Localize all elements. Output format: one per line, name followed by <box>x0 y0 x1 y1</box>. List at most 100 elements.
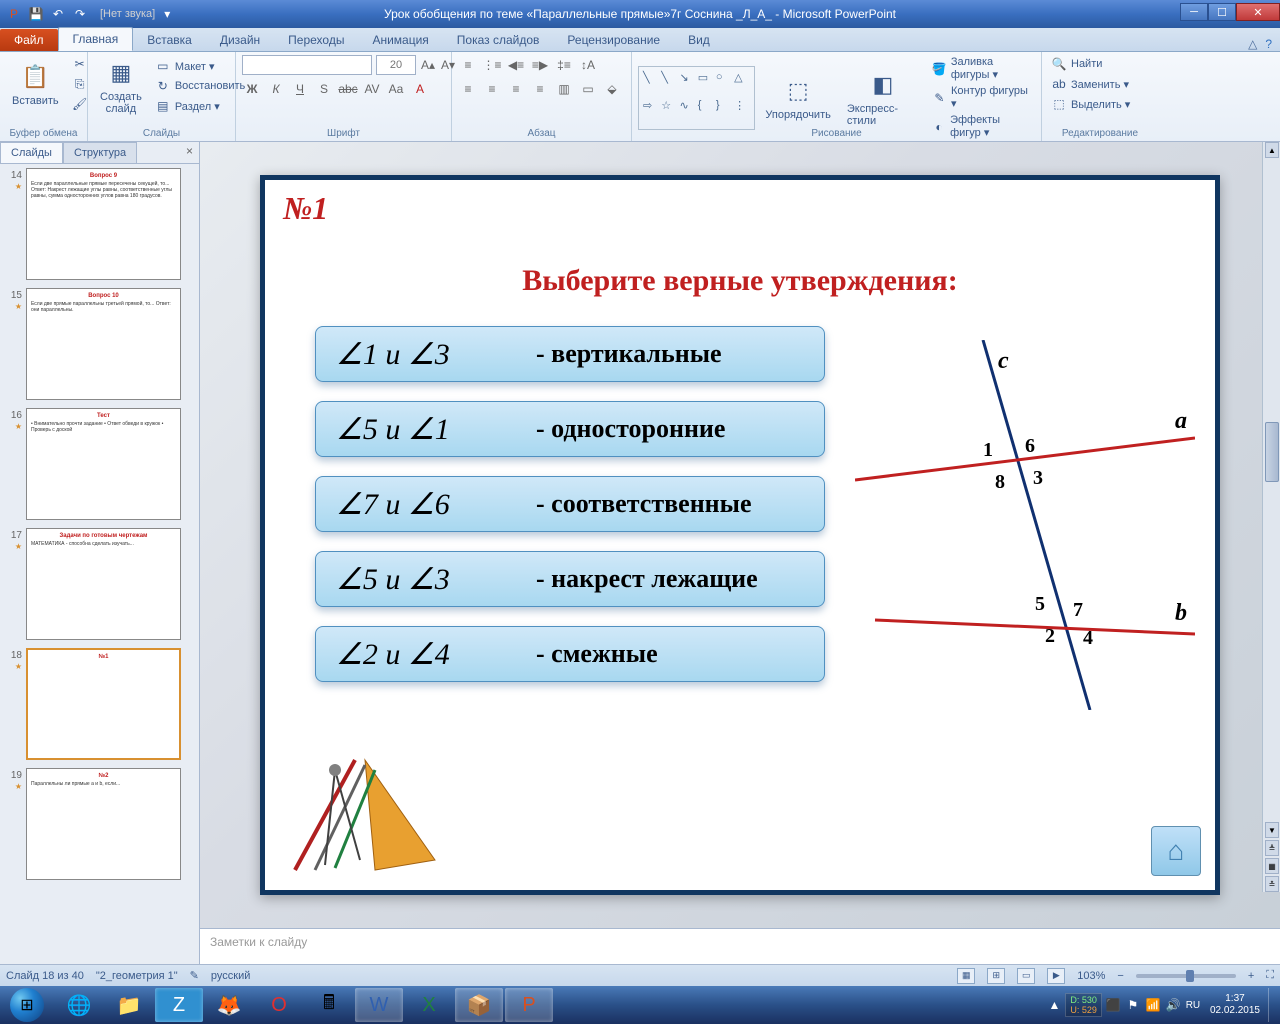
qat-dropdown-icon[interactable]: ▾ <box>157 4 177 24</box>
show-desktop-button[interactable] <box>1268 988 1276 1022</box>
scroll-down-button[interactable]: ▼ <box>1265 822 1279 838</box>
task-explorer[interactable]: 📁 <box>105 988 153 1022</box>
home-button[interactable]: ⌂ <box>1151 826 1201 876</box>
smartart-button[interactable]: ⬙ <box>602 79 622 99</box>
task-powerpoint[interactable]: P <box>505 988 553 1022</box>
tray-clock[interactable]: 1:37 02.02.2015 <box>1204 993 1266 1017</box>
align-center-button[interactable]: ≡ <box>482 79 502 99</box>
zoom-slider[interactable] <box>1136 974 1236 978</box>
thumbnail-row[interactable]: 15★ Вопрос 10 Если две прямые параллельн… <box>4 288 195 400</box>
tab-view[interactable]: Вид <box>674 29 724 51</box>
tray-network-icon[interactable]: 📶 <box>1144 996 1162 1014</box>
task-firefox[interactable]: 🦊 <box>205 988 253 1022</box>
start-button[interactable]: ⊞ <box>0 986 54 1024</box>
scroll-thumb[interactable] <box>1265 422 1279 482</box>
quick-styles-button[interactable]: ◧Экспресс-стили <box>841 67 925 129</box>
underline-button[interactable]: Ч <box>290 79 310 99</box>
normal-view-button[interactable]: ▦ <box>957 968 975 984</box>
shadow-button[interactable]: S <box>314 79 334 99</box>
tab-slideshow[interactable]: Показ слайдов <box>443 29 554 51</box>
tray-lang[interactable]: RU <box>1184 996 1202 1014</box>
sorter-view-button[interactable]: ⊞ <box>987 968 1005 984</box>
close-button[interactable]: ✕ <box>1236 3 1280 21</box>
new-slide-button[interactable]: ▦ Создать слайд <box>94 55 148 117</box>
find-button[interactable]: 🔍Найти <box>1048 55 1152 73</box>
reset-button[interactable]: ↻Восстановить <box>152 77 248 95</box>
minimize-ribbon-icon[interactable]: △ <box>1248 37 1257 51</box>
redo-icon[interactable]: ↷ <box>70 4 90 24</box>
align-left-button[interactable]: ≡ <box>458 79 478 99</box>
align-right-button[interactable]: ≡ <box>506 79 526 99</box>
justify-button[interactable]: ≡ <box>530 79 550 99</box>
fit-button[interactable]: ⛶ <box>1266 969 1274 982</box>
tab-slides[interactable]: Слайды <box>0 142 63 163</box>
task-ie[interactable]: 🌐 <box>55 988 103 1022</box>
vertical-scrollbar[interactable]: ▲ ▼ ≜ ▦ ≛ <box>1262 142 1280 892</box>
section-button[interactable]: ▤Раздел ▾ <box>152 97 248 115</box>
shape-fill-button[interactable]: 🪣Заливка фигуры ▾ <box>929 55 1035 82</box>
paste-button[interactable]: 📋 Вставить <box>6 59 65 109</box>
task-calc[interactable]: 🖩 <box>305 988 353 1022</box>
arrange-button[interactable]: ⬚Упорядочить <box>759 73 836 123</box>
next-slide-button[interactable]: ≛ <box>1265 876 1279 892</box>
tray-netmeter[interactable]: D: 530 U: 529 <box>1065 993 1102 1017</box>
tray-up-icon[interactable]: ▲ <box>1045 996 1063 1014</box>
thumbnail[interactable]: №2 Параллельны ли прямые a и b, если... <box>26 768 181 880</box>
undo-icon[interactable]: ↶ <box>48 4 68 24</box>
tab-home[interactable]: Главная <box>58 27 134 51</box>
font-family-input[interactable] <box>242 55 372 75</box>
tray-app1-icon[interactable]: ⬛ <box>1104 996 1122 1014</box>
indent-dec-button[interactable]: ◀≡ <box>506 55 526 75</box>
thumbnail-row[interactable]: 14★ Вопрос 9 Если две параллельные прямы… <box>4 168 195 280</box>
thumbnail-row[interactable]: 16★ Тест • Внимательно прочти задание • … <box>4 408 195 520</box>
bullets-button[interactable]: ≡ <box>458 55 478 75</box>
spellcheck-icon[interactable]: ✎ <box>190 969 199 982</box>
zoom-slider-thumb[interactable] <box>1186 970 1194 982</box>
save-icon[interactable]: 💾 <box>26 4 46 24</box>
task-zona[interactable]: Z <box>155 988 203 1022</box>
tray-volume-icon[interactable]: 🔊 <box>1164 996 1182 1014</box>
replace-button[interactable]: abЗаменить ▾ <box>1048 75 1152 93</box>
slide-nav-button[interactable]: ▦ <box>1265 858 1279 874</box>
notes-pane[interactable]: Заметки к слайду <box>200 928 1280 964</box>
tray-flag-icon[interactable]: ⚑ <box>1124 996 1142 1014</box>
panel-close-button[interactable]: × <box>180 142 199 163</box>
thumbnail[interactable]: Вопрос 9 Если две параллельные прямые пе… <box>26 168 181 280</box>
indent-inc-button[interactable]: ≡▶ <box>530 55 550 75</box>
task-word[interactable]: W <box>355 988 403 1022</box>
thumbnails[interactable]: 14★ Вопрос 9 Если две параллельные прямы… <box>0 164 199 964</box>
italic-button[interactable]: К <box>266 79 286 99</box>
answer-option[interactable]: ∠5 и ∠1- односторонние <box>315 401 825 457</box>
scroll-up-button[interactable]: ▲ <box>1265 142 1279 158</box>
help-icon[interactable]: ? <box>1265 37 1272 51</box>
line-spacing-button[interactable]: ‡≡ <box>554 55 574 75</box>
slide-area[interactable]: №1 Выберите верные утверждения: ∠1 и ∠3-… <box>200 142 1280 928</box>
file-tab[interactable]: Файл <box>0 29 58 51</box>
zoom-in-button[interactable]: + <box>1248 970 1254 982</box>
tab-transitions[interactable]: Переходы <box>274 29 358 51</box>
align-text-button[interactable]: ▭ <box>578 79 598 99</box>
task-excel[interactable]: X <box>405 988 453 1022</box>
strike-button[interactable]: abc <box>338 79 358 99</box>
thumbnail-row[interactable]: 17★ Задачи по готовым чертежам МАТЕМАТИК… <box>4 528 195 640</box>
font-color-button[interactable]: A <box>410 79 430 99</box>
font-size-input[interactable] <box>376 55 416 75</box>
task-opera[interactable]: O <box>255 988 303 1022</box>
prev-slide-button[interactable]: ≜ <box>1265 840 1279 856</box>
columns-button[interactable]: ▥ <box>554 79 574 99</box>
app-icon[interactable]: P <box>4 4 24 24</box>
thumbnail[interactable]: Вопрос 10 Если две прямые параллельны тр… <box>26 288 181 400</box>
grow-font-button[interactable]: A▴ <box>420 55 436 75</box>
numbering-button[interactable]: ⋮≡ <box>482 55 502 75</box>
layout-button[interactable]: ▭Макет ▾ <box>152 57 248 75</box>
case-button[interactable]: Aa <box>386 79 406 99</box>
thumbnail-row[interactable]: 19★ №2 Параллельны ли прямые a и b, если… <box>4 768 195 880</box>
text-direction-button[interactable]: ↕A <box>578 55 598 75</box>
task-winrar[interactable]: 📦 <box>455 988 503 1022</box>
tab-review[interactable]: Рецензирование <box>553 29 674 51</box>
select-button[interactable]: ⬚Выделить ▾ <box>1048 95 1152 113</box>
zoom-out-button[interactable]: − <box>1117 970 1123 982</box>
tab-outline[interactable]: Структура <box>63 142 137 163</box>
thumbnail[interactable]: Задачи по готовым чертежам МАТЕМАТИКА - … <box>26 528 181 640</box>
answer-option[interactable]: ∠2 и ∠4- смежные <box>315 626 825 682</box>
